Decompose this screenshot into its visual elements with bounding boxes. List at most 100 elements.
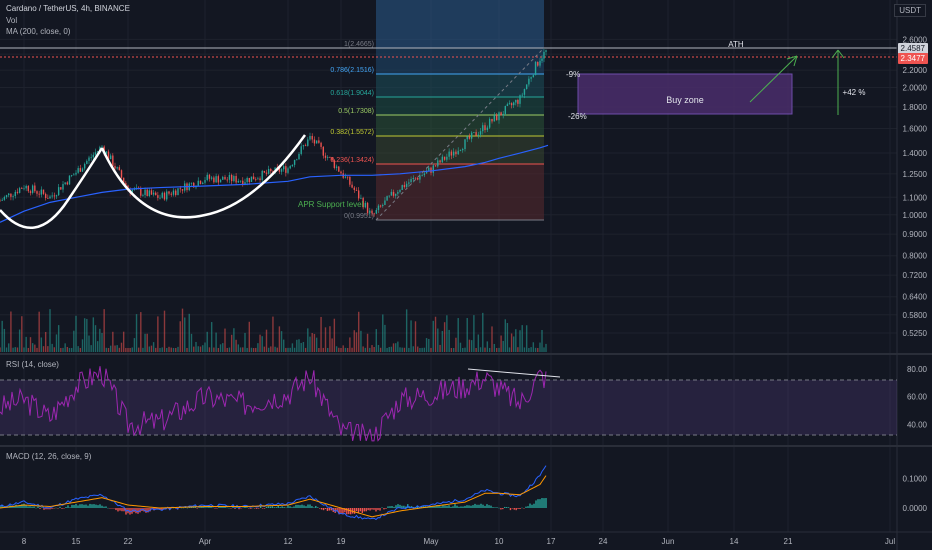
candle-body <box>202 182 204 184</box>
volume-bar <box>49 309 51 352</box>
candle-body <box>90 157 92 159</box>
candle-body <box>373 213 375 215</box>
rsi-pane[interactable] <box>0 366 897 442</box>
time-axis[interactable]: 8 15 22 Apr 12 19 May 10 17 24 Jun 14 21 Jul <box>22 537 896 546</box>
candle-body <box>537 62 539 66</box>
price-tick-label: 2.6000 <box>903 35 928 44</box>
volume-bar <box>366 333 369 352</box>
volume-bar <box>315 337 318 352</box>
candle-body <box>157 195 159 198</box>
macd-hist-bar <box>287 505 289 508</box>
candle-body <box>414 177 417 179</box>
volume-bar <box>515 329 517 352</box>
macd-hist-bar <box>277 505 279 508</box>
price-tick-label: 1.8000 <box>903 103 928 112</box>
volume-bar <box>382 314 384 352</box>
macd-hist-bar <box>545 498 547 508</box>
macd-hist-bar <box>397 504 399 508</box>
volume-bar <box>455 337 457 352</box>
candle-body <box>521 94 523 96</box>
volume-bar <box>186 347 188 352</box>
candle-body <box>296 159 298 161</box>
macd-hist-bar <box>53 508 55 509</box>
macd-hist-bar <box>153 508 155 511</box>
volume-bar <box>105 347 108 352</box>
macd-pane[interactable] <box>0 465 547 521</box>
rsi-divergence-line[interactable] <box>467 368 561 378</box>
candle-body <box>193 182 195 188</box>
macd-hist-bar <box>216 508 218 509</box>
rsi-legend[interactable]: RSI (14, close) <box>6 360 59 369</box>
macd-hist-bar <box>259 506 262 508</box>
buy-zone-box[interactable] <box>577 73 793 115</box>
candle-body <box>371 210 373 214</box>
candle-body <box>44 193 47 198</box>
volume-bar <box>274 346 276 352</box>
candle-body <box>392 191 395 196</box>
volume-bar <box>204 342 206 352</box>
time-tick-label: Jul <box>885 537 895 546</box>
macd-hist-bar <box>502 508 504 510</box>
volume-bar <box>493 343 496 352</box>
macd-hist-bar <box>488 505 490 508</box>
candle-body <box>94 152 97 155</box>
currency-button[interactable]: USDT <box>894 4 926 17</box>
macd-hist-bar <box>448 505 450 508</box>
macd-hist-bar <box>365 508 367 512</box>
macd-hist-bar <box>210 506 212 508</box>
macd-hist-bar <box>21 504 23 508</box>
volume-bar <box>302 342 305 352</box>
macd-legend[interactable]: MACD (12, 26, close, 9) <box>6 452 92 461</box>
symbol-legend[interactable]: Cardano / TetherUS, 4h, BINANCE <box>6 4 130 13</box>
volume-bar <box>484 347 486 352</box>
volume-bar <box>107 347 110 352</box>
arrow-plus42[interactable] <box>831 49 845 115</box>
macd-hist-bar <box>271 506 274 508</box>
macd-hist-bar <box>472 505 474 508</box>
candle-body <box>252 176 255 180</box>
candle-body <box>79 168 82 172</box>
price-axis[interactable]: 2.60002.40002.20002.00001.80001.60001.40… <box>903 35 928 338</box>
volume-legend[interactable]: Vol <box>6 16 18 25</box>
rsi-band <box>0 380 897 435</box>
candle-body <box>384 200 386 205</box>
volume-bar <box>51 343 53 352</box>
volume-bar <box>351 347 353 352</box>
candle-body <box>508 103 511 105</box>
macd-hist-bar <box>1 505 3 508</box>
volume-bar <box>417 346 419 352</box>
candle-body <box>488 118 491 128</box>
volume-bar <box>437 328 439 352</box>
candle-body <box>83 163 86 169</box>
volume-bar <box>8 343 10 352</box>
fib-retracement[interactable]: 1(2.4665) 0.786(2.1516) 0.618(1.9044) 0.5(1… <box>330 0 544 221</box>
candle-body <box>40 189 43 195</box>
volume-bar <box>362 346 364 352</box>
candle-body <box>479 131 482 135</box>
macd-hist-bar <box>252 507 254 509</box>
macd-hist-bar <box>297 504 299 508</box>
volume-bar <box>412 346 414 352</box>
macd-hist-bar <box>507 507 510 508</box>
ma-legend[interactable]: MA (200, close, 0) <box>6 27 71 36</box>
volume-bar <box>181 308 184 352</box>
candle-body <box>155 192 157 196</box>
macd-hist-bar <box>103 506 105 508</box>
candle-body <box>217 176 220 183</box>
macd-hist-bar <box>537 499 539 508</box>
cup-drawing-right[interactable] <box>100 134 307 219</box>
macd-hist-bar <box>107 507 109 509</box>
macd-hist-bar <box>434 506 436 508</box>
volume-bar <box>1 320 3 352</box>
volume-bar <box>349 337 351 352</box>
arrow-buyzone-to-ath[interactable] <box>749 55 798 103</box>
macd-hist-bar <box>214 508 216 509</box>
macd-hist-bar <box>238 508 240 510</box>
minus9-label: -9% <box>566 70 580 79</box>
macd-hist-bar <box>79 504 81 508</box>
macd-hist-bar <box>529 503 531 508</box>
macd-hist-bar <box>318 508 321 509</box>
cup-drawing-left[interactable] <box>0 147 104 229</box>
macd-hist-bar <box>383 508 385 510</box>
